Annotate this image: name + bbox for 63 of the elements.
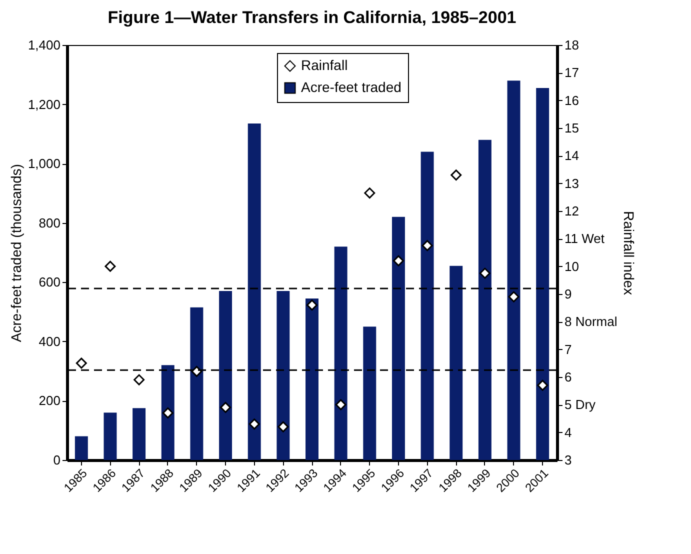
bar (420, 152, 434, 460)
point (134, 374, 145, 386)
point (392, 255, 404, 266)
bar (334, 246, 348, 460)
y2-tick-label: 12 (564, 204, 579, 218)
y2-axis-title: Rainfall index (621, 210, 638, 296)
y2-tick-label: 8 Normal (564, 314, 618, 330)
bar (248, 124, 261, 460)
bar (74, 436, 88, 460)
point (479, 268, 490, 279)
bar (104, 412, 117, 460)
bar (536, 88, 550, 460)
chart-title: Figure 1—Water Transfers in California, 1985–2001 (108, 8, 516, 27)
point (191, 366, 202, 377)
bar (190, 307, 204, 460)
y-tick-label: 200 (38, 393, 60, 408)
point (422, 240, 433, 252)
y2-tick-label: 6 (564, 370, 572, 384)
point (335, 399, 346, 410)
y2-tick-label: 13 (564, 176, 579, 191)
bar (161, 365, 174, 460)
bar (392, 216, 405, 460)
y-tick-label: 600 (38, 274, 60, 290)
y2-tick-label: 3 (564, 452, 572, 468)
bar (306, 298, 318, 460)
y-tick-label: 1,200 (28, 96, 60, 112)
y2-tick-label: 18 (564, 38, 579, 52)
y2-tick-label: 14 (564, 148, 579, 164)
y2-tick-label: 4 (564, 424, 572, 440)
point (278, 421, 289, 432)
bar (132, 408, 146, 460)
bar (363, 326, 376, 460)
y-axis-title: Acre-feet traded (thousands) (8, 164, 24, 342)
y-tick-label: 1,000 (28, 156, 60, 172)
point (104, 260, 116, 272)
y2-tick-label: 16 (564, 92, 579, 108)
point (537, 380, 548, 391)
point (306, 300, 318, 311)
y-tick-label: 800 (38, 215, 60, 230)
y2-tick-label: 7 (564, 342, 572, 357)
bar (219, 291, 232, 460)
point (162, 407, 174, 418)
y2-tick-label: 10 (564, 258, 579, 274)
point (450, 170, 462, 181)
legend-label: Acre-feet traded (301, 79, 402, 95)
point (248, 418, 260, 430)
point (76, 358, 87, 369)
bar (276, 291, 290, 460)
point (220, 402, 232, 413)
y2-tick-label: 5 Dry (564, 397, 596, 412)
y-tick-label: 0 (53, 452, 60, 468)
bar (450, 266, 463, 460)
bar (478, 140, 492, 460)
y2-tick-label: 11 Wet (564, 231, 605, 246)
point (364, 188, 376, 199)
y2-tick-label: 9 (564, 286, 572, 302)
point (508, 291, 520, 302)
y2-tick-label: 17 (564, 65, 579, 80)
y-tick-label: 400 (38, 334, 60, 349)
y-tick-label: 1,400 (28, 38, 60, 52)
bar (507, 80, 520, 460)
legend-label: Rainfall (301, 57, 348, 73)
y2-tick-label: 15 (564, 120, 579, 136)
